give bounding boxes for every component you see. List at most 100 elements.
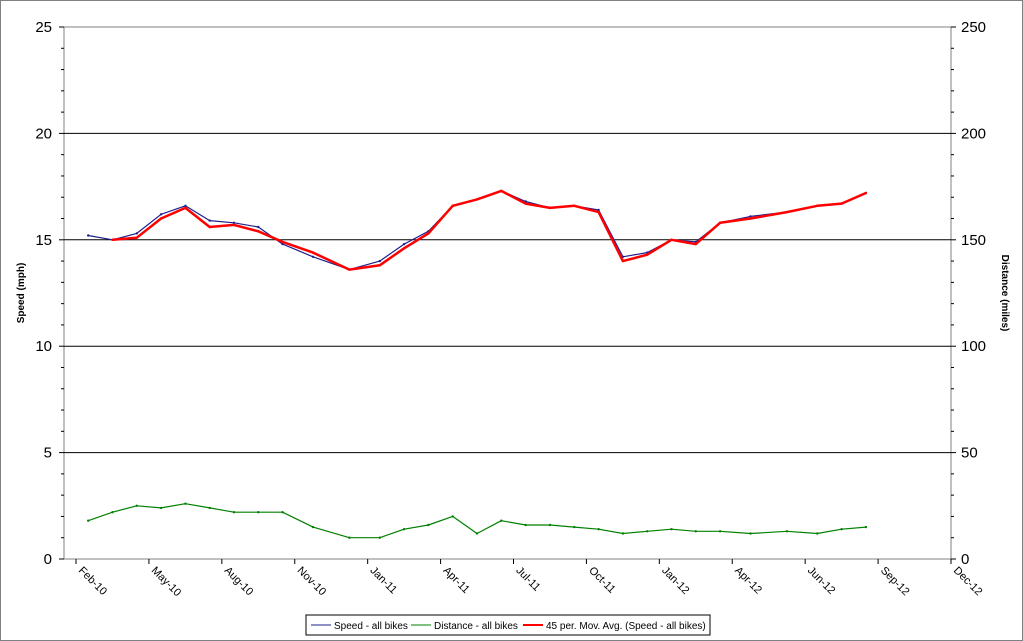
data-point <box>597 210 600 214</box>
data-point <box>694 242 697 246</box>
data-point <box>451 204 454 207</box>
legend-label-speed: Speed - all bikes <box>334 621 408 632</box>
data-point <box>694 530 697 533</box>
data-point <box>670 238 673 241</box>
y2-tick-label: 100 <box>961 338 986 355</box>
data-point <box>573 204 576 207</box>
data-point <box>208 225 211 229</box>
data-point <box>257 230 260 233</box>
data-point <box>816 532 819 535</box>
data-point <box>257 511 260 514</box>
gridlines <box>64 132 951 454</box>
data-point <box>500 189 503 193</box>
y-tick-label: 0 <box>44 551 52 568</box>
data-point <box>159 506 163 510</box>
y2-tick-label: 150 <box>961 232 986 249</box>
data-point <box>864 525 868 529</box>
data-point <box>785 210 789 214</box>
x-tick-label: Nov-10 <box>295 565 329 599</box>
series-line-2 <box>112 189 867 271</box>
x-tick-label: May-10 <box>149 565 183 599</box>
data-point <box>184 502 187 505</box>
data-point <box>208 219 211 222</box>
data-point <box>524 523 527 527</box>
data-point <box>135 232 138 235</box>
data-point <box>281 511 284 514</box>
x-tick-label: Jan-12 <box>659 565 691 597</box>
data-point <box>718 221 722 224</box>
legend: Speed - all bikes Distance - all bikes 4… <box>305 614 711 636</box>
data-point <box>816 204 819 207</box>
legend-label-mov-avg: 45 per. Mov. Avg. (Speed - all bikes) <box>546 621 706 632</box>
data-point <box>840 202 843 205</box>
data-point <box>311 525 315 529</box>
y-tick-label: 20 <box>35 125 52 142</box>
data-point <box>749 532 752 535</box>
x-tick-label: Aug-10 <box>222 565 256 599</box>
data-point <box>378 264 381 267</box>
data-point <box>573 525 576 529</box>
series-layer <box>87 189 868 539</box>
data-point <box>348 268 351 271</box>
y-tick-label: 5 <box>44 445 52 462</box>
y2-tick-label: 200 <box>961 125 986 142</box>
data-point <box>111 511 114 514</box>
x-tick-label: Jul-11 <box>513 565 542 594</box>
data-point <box>597 528 600 531</box>
data-point <box>232 221 236 224</box>
data-point <box>311 251 315 254</box>
data-point <box>864 191 868 195</box>
plot-area <box>63 26 952 560</box>
data-point <box>840 528 843 531</box>
data-point <box>87 519 90 522</box>
data-point <box>749 217 752 220</box>
data-point <box>281 240 284 244</box>
x-tick-label: Oct-11 <box>586 565 617 596</box>
data-point <box>257 225 260 229</box>
data-point <box>232 223 236 227</box>
data-point <box>135 504 138 507</box>
x-tick-label: Dec-12 <box>951 565 985 599</box>
data-point <box>378 259 381 263</box>
data-point <box>208 506 211 510</box>
y2-tick-label: 250 <box>961 19 986 36</box>
data-point <box>500 519 503 522</box>
data-point <box>621 532 625 535</box>
y2-tick-label: 50 <box>961 445 978 462</box>
data-point <box>184 204 187 207</box>
data-point <box>378 536 381 539</box>
y-tick-label: 25 <box>35 19 52 36</box>
y2-tick-label: 0 <box>961 551 969 568</box>
y-axis-label: Speed (mph) <box>16 263 27 324</box>
data-point <box>749 215 752 218</box>
data-point <box>475 198 479 201</box>
data-point <box>402 247 406 250</box>
x-tick-label: Sep-12 <box>878 565 912 599</box>
data-point <box>111 238 114 241</box>
legend-box <box>305 614 711 636</box>
data-point <box>427 232 430 235</box>
legend-label-distance: Distance - all bikes <box>434 621 518 632</box>
data-point <box>524 202 527 205</box>
data-point <box>135 236 138 239</box>
data-point <box>670 528 673 531</box>
data-point <box>475 532 479 535</box>
x-tick-label: Apr-11 <box>440 565 471 596</box>
data-point <box>548 523 552 527</box>
x-tick-label: Jan-11 <box>368 565 400 597</box>
data-point <box>87 234 90 237</box>
data-point <box>159 217 163 220</box>
data-point <box>402 242 406 246</box>
data-point <box>597 208 600 212</box>
data-point <box>718 530 722 533</box>
x-tick-label: Feb-10 <box>76 565 109 598</box>
data-point <box>281 242 284 246</box>
data-point <box>159 213 163 216</box>
data-point <box>621 259 625 263</box>
data-point <box>232 511 236 514</box>
x-tick-label: Jun-12 <box>805 565 837 597</box>
data-point <box>785 530 789 533</box>
data-point <box>646 530 649 533</box>
y-tick-label: 10 <box>35 338 52 355</box>
data-point <box>427 523 430 527</box>
